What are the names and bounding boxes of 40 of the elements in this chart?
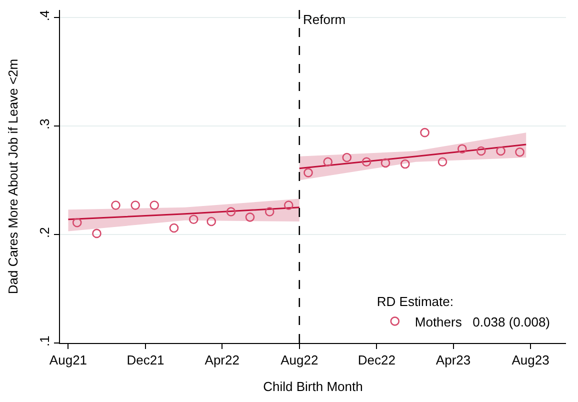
x-tick-label: Apr22 (204, 352, 240, 368)
y-tick-label: .1 (36, 336, 52, 346)
point (420, 128, 430, 138)
point (476, 146, 486, 156)
point (111, 200, 120, 210)
point (496, 146, 506, 156)
point (284, 200, 294, 210)
point (226, 207, 236, 216)
point (438, 157, 448, 167)
point (150, 200, 160, 210)
point (380, 158, 390, 168)
point (264, 207, 274, 216)
x-tick-label: Aug23 (512, 352, 550, 368)
y-axis-title: Dad Cares More About Job if Leave <2m (6, 58, 21, 294)
x-tick-label: Dec21 (126, 352, 164, 368)
y-tick-label: .3 (36, 118, 52, 130)
legend-title: RD Estimate: (376, 294, 454, 310)
point (188, 214, 198, 224)
y-tick-label: .4 (36, 10, 52, 22)
point (323, 157, 333, 167)
point (92, 228, 102, 238)
x-tick-label: Aug21 (49, 352, 88, 368)
point (245, 212, 255, 222)
point (457, 144, 467, 154)
x-tick-label: Aug22 (280, 352, 318, 368)
y-tick-label: .2 (36, 227, 52, 238)
x-tick-label: Dec22 (358, 352, 396, 368)
point (206, 216, 216, 226)
point (304, 168, 313, 178)
point (362, 157, 372, 167)
ref-line-label: Reform (303, 12, 346, 27)
point (515, 147, 524, 157)
point (342, 152, 352, 162)
point (169, 223, 179, 233)
point (400, 159, 410, 169)
x-axis-title: Child Birth Month (263, 379, 363, 394)
point (130, 200, 140, 210)
point (72, 218, 82, 228)
x-tick-label: Apr23 (436, 352, 471, 368)
legend-label: Mothers 0.038 (0.008) (414, 314, 550, 330)
